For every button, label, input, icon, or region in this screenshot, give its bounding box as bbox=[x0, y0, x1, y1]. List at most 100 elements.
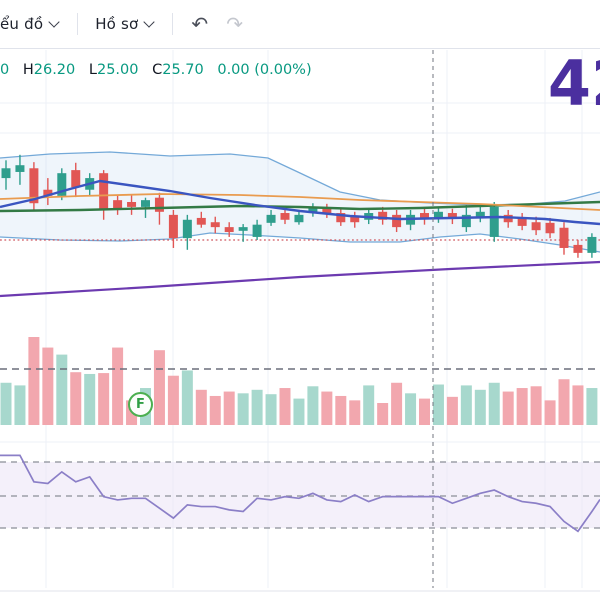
volume-bar bbox=[237, 393, 249, 425]
volume-bar bbox=[167, 375, 179, 425]
candle bbox=[196, 217, 206, 225]
volume-bar bbox=[307, 386, 319, 425]
candle bbox=[43, 189, 53, 196]
ohlc-legend: 0 H26.20 L25.00 C25.70 0.00 (0.00%) bbox=[0, 62, 321, 78]
volume-bar bbox=[0, 382, 12, 425]
volume-bar bbox=[460, 385, 472, 425]
candle bbox=[433, 211, 443, 218]
price-watermark: 4 2 bbox=[548, 53, 600, 115]
redo-button[interactable]: ↷ bbox=[217, 10, 252, 38]
trend-line-purple bbox=[0, 260, 600, 298]
volume-bar bbox=[265, 394, 277, 425]
volume-bar bbox=[586, 388, 598, 425]
candle bbox=[99, 173, 109, 210]
chart-menu-label: ểu đồ bbox=[0, 15, 44, 33]
volume-bar bbox=[530, 386, 542, 425]
candle bbox=[294, 214, 304, 223]
volume-bar bbox=[42, 347, 54, 425]
candle bbox=[57, 173, 67, 196]
candle bbox=[461, 214, 471, 228]
candle bbox=[378, 211, 388, 220]
candle bbox=[280, 213, 290, 220]
ma-fast-blue-line bbox=[0, 179, 600, 226]
volume-bar bbox=[14, 385, 26, 425]
candle bbox=[559, 227, 569, 248]
candle bbox=[322, 208, 332, 214]
volume-bar bbox=[516, 388, 528, 425]
candle bbox=[573, 244, 583, 253]
candle bbox=[29, 168, 39, 204]
gridlines bbox=[0, 50, 600, 592]
candle bbox=[182, 219, 192, 239]
volume-bar bbox=[446, 396, 458, 425]
change-value: 0.00 (0.00%) bbox=[217, 62, 312, 78]
volume-bar bbox=[279, 388, 291, 425]
high-label: H bbox=[22, 62, 34, 78]
profile-menu-label: Hồ sơ bbox=[95, 15, 139, 33]
volume-bar bbox=[419, 398, 430, 425]
candle bbox=[531, 222, 541, 231]
close-value: 25.70 bbox=[162, 62, 204, 78]
candles-layer bbox=[1, 154, 597, 258]
volume-bar bbox=[293, 398, 305, 425]
chevron-down-icon bbox=[48, 16, 60, 28]
rsi-layer bbox=[0, 454, 600, 533]
volume-bar bbox=[474, 389, 486, 425]
volume-bar bbox=[84, 373, 96, 425]
candle bbox=[587, 236, 597, 253]
volume-bar bbox=[209, 395, 221, 425]
volume-bar bbox=[28, 337, 40, 425]
candle bbox=[141, 200, 150, 207]
undo-button[interactable]: ↶ bbox=[182, 10, 217, 38]
candle bbox=[392, 214, 402, 228]
volume-bar bbox=[181, 370, 193, 425]
high-value: 26.20 bbox=[33, 62, 76, 78]
volume-bar bbox=[56, 354, 68, 425]
volume-bar bbox=[558, 379, 570, 425]
candle bbox=[545, 222, 555, 234]
bollinger-bands bbox=[0, 151, 600, 253]
volume-bar bbox=[251, 389, 263, 425]
candle bbox=[489, 206, 499, 237]
candle bbox=[168, 214, 178, 239]
watermark-partial-digit: 2 bbox=[591, 53, 600, 115]
volume-bar bbox=[363, 385, 375, 425]
close-label: C bbox=[152, 62, 163, 78]
volume-bar bbox=[405, 393, 417, 425]
candle bbox=[127, 201, 137, 207]
volume-bar bbox=[321, 391, 333, 425]
open-value-fragment: 0 bbox=[0, 62, 10, 78]
candle bbox=[266, 214, 276, 223]
candle bbox=[15, 165, 25, 172]
candle bbox=[154, 197, 164, 212]
volume-bar bbox=[377, 403, 389, 425]
candle bbox=[336, 213, 346, 223]
undo-icon: ↶ bbox=[191, 12, 209, 36]
volume-bar bbox=[349, 400, 361, 425]
candle bbox=[350, 216, 360, 223]
candle bbox=[475, 211, 485, 218]
candle bbox=[210, 222, 220, 228]
candle bbox=[308, 206, 318, 214]
volume-bar bbox=[112, 347, 124, 425]
candle bbox=[420, 213, 429, 218]
ma-mid-orange-line bbox=[0, 193, 600, 211]
volume-bar bbox=[153, 350, 165, 425]
volume-layer bbox=[0, 337, 598, 425]
candle bbox=[252, 224, 262, 237]
watermark-digit: 4 bbox=[547, 47, 591, 120]
chart-toolbar: ểu đồ Hồ sơ ↶ ↷ bbox=[0, 0, 600, 49]
volume-bar bbox=[544, 400, 556, 425]
candle bbox=[447, 213, 457, 218]
volume-bar bbox=[98, 373, 110, 425]
f-marker-badge[interactable]: F bbox=[128, 392, 153, 417]
volume-bar bbox=[70, 372, 82, 425]
low-label: L bbox=[88, 62, 97, 78]
candle bbox=[224, 227, 234, 233]
chart-type-menu-button[interactable]: ểu đồ bbox=[0, 9, 68, 39]
volume-bar bbox=[391, 382, 403, 425]
profile-menu-button[interactable]: Hồ sơ bbox=[87, 9, 163, 39]
low-value: 25.00 bbox=[96, 62, 139, 78]
